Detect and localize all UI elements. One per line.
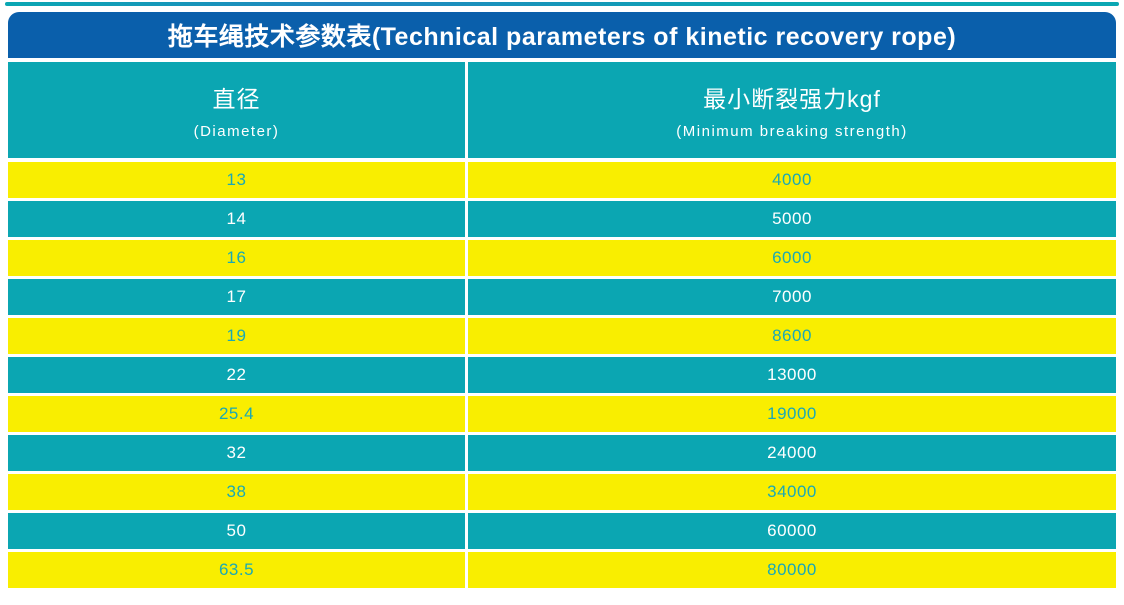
strength-cell: 19000 (468, 396, 1116, 432)
diameter-cell: 50 (8, 513, 465, 549)
top-accent-line (5, 2, 1119, 6)
strength-cell: 24000 (468, 435, 1116, 471)
parameters-table-sheet: 拖车绳技术参数表(Technical parameters of kinetic… (8, 12, 1116, 588)
strength-cell: 60000 (468, 513, 1116, 549)
diameter-cell: 25.4 (8, 396, 465, 432)
strength-cell: 8600 (468, 318, 1116, 354)
strength-cell: 5000 (468, 201, 1116, 237)
parameters-table: 直径 (Diameter) 最小断裂强力kgf (Minimum breakin… (8, 62, 1116, 588)
diameter-cell: 13 (8, 162, 465, 198)
diameter-cell: 17 (8, 279, 465, 315)
strength-cell: 4000 (468, 162, 1116, 198)
strength-cell: 80000 (468, 552, 1116, 588)
diameter-cell: 22 (8, 357, 465, 393)
header-strength-zh: 最小断裂强力kgf (703, 86, 881, 112)
diameter-cell: 32 (8, 435, 465, 471)
table-title: 拖车绳技术参数表(Technical parameters of kinetic… (167, 23, 957, 51)
diameter-cell: 38 (8, 474, 465, 510)
strength-cell: 34000 (468, 474, 1116, 510)
diameter-cell: 16 (8, 240, 465, 276)
diameter-cell: 14 (8, 201, 465, 237)
strength-cell: 13000 (468, 357, 1116, 393)
diameter-cell: 19 (8, 318, 465, 354)
header-strength-en: (Minimum breaking strength) (676, 123, 908, 140)
table-title-bar: 拖车绳技术参数表(Technical parameters of kinetic… (8, 12, 1116, 58)
header-diameter-zh: 直径 (212, 86, 261, 112)
header-cell-diameter: 直径 (Diameter) (8, 62, 465, 158)
strength-cell: 7000 (468, 279, 1116, 315)
header-cell-strength: 最小断裂强力kgf (Minimum breaking strength) (468, 62, 1116, 158)
diameter-cell: 63.5 (8, 552, 465, 588)
header-diameter-en: (Diameter) (193, 123, 280, 140)
strength-cell: 6000 (468, 240, 1116, 276)
